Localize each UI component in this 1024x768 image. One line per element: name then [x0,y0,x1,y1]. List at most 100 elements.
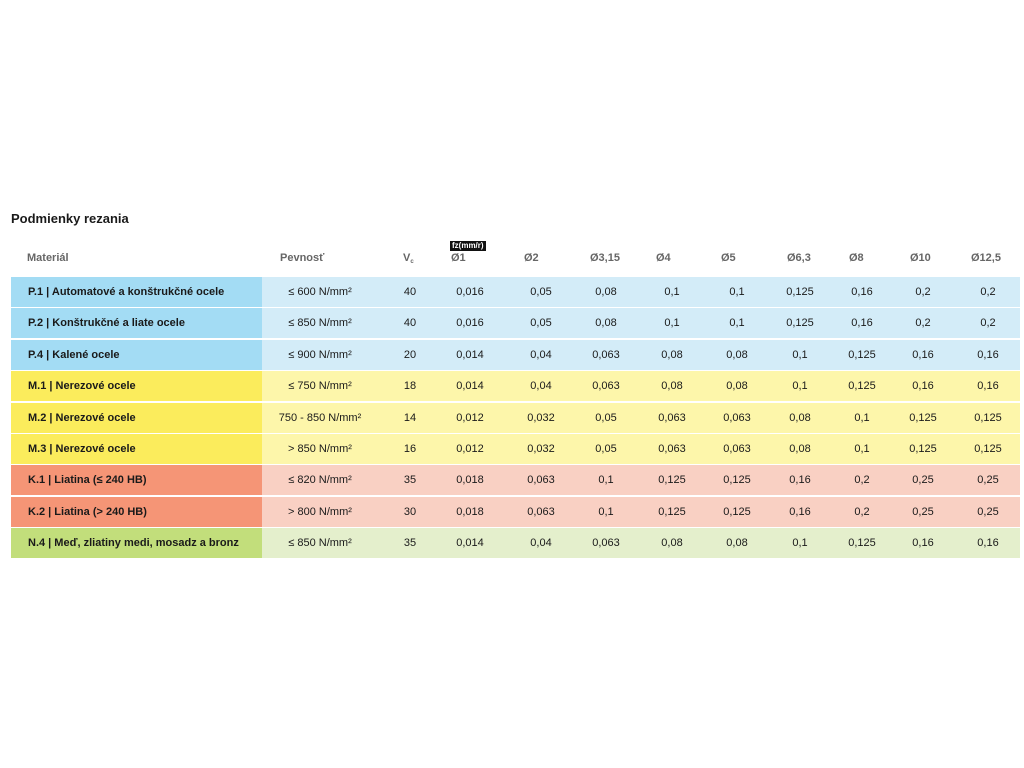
section-title: Podmienky rezania [11,211,129,226]
fz-cell: 0,1 [664,317,680,329]
fz-cell: 0,125 [848,349,876,361]
fz-cell: 0,014 [456,537,484,549]
fz-cell: 0,125 [723,506,751,518]
fz-cell: 0,125 [658,474,686,486]
fz-cell: 0,16 [977,537,999,549]
fz-cell: 0,2 [915,286,931,298]
material-cell: P.2 | Konštrukčné a liate ocele [11,308,262,338]
header-diameter: Ø8 [849,252,864,264]
material-cell: K.1 | Liatina (≤ 240 HB) [11,465,262,495]
fz-cell: 0,16 [977,349,999,361]
fz-cell: 0,125 [909,412,937,424]
material-cell: K.2 | Liatina (> 240 HB) [11,497,262,527]
fz-cell: 0,125 [848,537,876,549]
values-area: ≤ 850 N/mm² 35 0,014 0,04 0,063 0,08 0,08 0,1 0,… [262,528,1020,558]
fz-cell: 0,25 [977,506,999,518]
header-diameter: Ø10 [910,252,931,264]
values-area: 750 - 850 N/mm² 14 0,012 0,032 0,05 0,063 0,06… [262,403,1020,433]
fz-cell: 0,016 [456,317,484,329]
strength-cell: ≤ 850 N/mm² [288,537,352,549]
fz-cell: 0,05 [530,286,552,298]
header-vc: Vc [403,252,414,265]
fz-cell: 0,1 [729,317,745,329]
vc-cell: 20 [403,349,417,361]
fz-cell: 0,08 [661,380,683,392]
strength-cell: ≤ 900 N/mm² [288,349,352,361]
vc-cell: 40 [403,286,417,298]
fz-cell: 0,08 [595,317,617,329]
fz-cell: 0,063 [723,412,751,424]
strength-cell: ≤ 850 N/mm² [288,317,352,329]
header-diameter: Ø3,15 [590,252,620,264]
fz-cell: 0,1 [729,286,745,298]
fz-cell: 0,16 [912,380,934,392]
fz-cell: 0,014 [456,349,484,361]
fz-cell: 0,2 [915,317,931,329]
fz-cell: 0,012 [456,443,484,455]
fz-cell: 0,1 [598,474,614,486]
table-row: K.2 | Liatina (> 240 HB) > 800 N/mm² 30 0,0… [11,497,1020,527]
header-material: Materiál [27,252,69,264]
fz-cell: 0,08 [789,412,811,424]
fz-cell: 0,08 [661,537,683,549]
material-cell: P.4 | Kalené ocele [11,340,262,370]
fz-cell: 0,2 [854,506,870,518]
material-cell: M.2 | Nerezové ocele [11,403,262,433]
fz-cell: 0,032 [527,443,555,455]
fz-cell: 0,063 [592,380,620,392]
vc-cell: 14 [403,412,417,424]
fz-cell: 0,063 [527,474,555,486]
fz-cell: 0,16 [851,286,873,298]
fz-cell: 0,08 [789,443,811,455]
fz-cell: 0,08 [726,380,748,392]
fz-cell: 0,125 [974,412,1002,424]
strength-cell: > 850 N/mm² [288,443,352,455]
fz-cell: 0,125 [974,443,1002,455]
fz-cell: 0,032 [527,412,555,424]
fz-cell: 0,16 [912,537,934,549]
table-row: M.3 | Nerezové ocele > 850 N/mm² 16 0,012 0,… [11,434,1020,464]
fz-cell: 0,05 [530,317,552,329]
fz-cell: 0,04 [530,537,552,549]
fz-cell: 0,2 [980,286,996,298]
fz-cell: 0,125 [723,474,751,486]
fz-cell: 0,08 [726,349,748,361]
fz-cell: 0,08 [661,349,683,361]
strength-cell: ≤ 600 N/mm² [288,286,352,298]
fz-unit-badge: fz(mm/r) [450,241,486,251]
header-diameter: Ø2 [524,252,539,264]
fz-cell: 0,05 [595,443,617,455]
table-row: P.4 | Kalené ocele ≤ 900 N/mm² 20 0,014 0,04… [11,340,1020,370]
fz-cell: 0,1 [854,412,870,424]
vc-cell: 30 [403,506,417,518]
strength-cell: ≤ 820 N/mm² [288,474,352,486]
fz-cell: 0,1 [854,443,870,455]
values-area: > 800 N/mm² 30 0,018 0,063 0,1 0,125 0,125 0,16… [262,497,1020,527]
header-diameter: Ø1 [451,252,466,264]
header-diameter: Ø6,3 [787,252,811,264]
values-area: ≤ 600 N/mm² 40 0,016 0,05 0,08 0,1 0,1 0,125 0,1… [262,277,1020,307]
material-cell: M.1 | Nerezové ocele [11,371,262,401]
header-vc-subscript: c [410,259,414,265]
table-row: M.2 | Nerezové ocele 750 - 850 N/mm² 14 0,0… [11,403,1020,433]
vc-cell: 40 [403,317,417,329]
fz-cell: 0,1 [792,349,808,361]
fz-cell: 0,04 [530,380,552,392]
fz-cell: 0,012 [456,412,484,424]
fz-cell: 0,125 [786,317,814,329]
fz-cell: 0,16 [851,317,873,329]
header-diameter: Ø4 [656,252,671,264]
values-area: ≤ 900 N/mm² 20 0,014 0,04 0,063 0,08 0,08 0,1 0,… [262,340,1020,370]
fz-cell: 0,08 [595,286,617,298]
values-area: > 850 N/mm² 16 0,012 0,032 0,05 0,063 0,063 0,0… [262,434,1020,464]
fz-cell: 0,05 [595,412,617,424]
fz-cell: 0,063 [592,349,620,361]
table-row: P.1 | Automatové a konštrukčné ocele ≤ 60… [11,277,1020,307]
fz-cell: 0,125 [786,286,814,298]
fz-cell: 0,063 [658,412,686,424]
vc-cell: 16 [403,443,417,455]
fz-cell: 0,063 [527,506,555,518]
fz-cell: 0,014 [456,380,484,392]
fz-cell: 0,25 [912,474,934,486]
fz-cell: 0,063 [723,443,751,455]
